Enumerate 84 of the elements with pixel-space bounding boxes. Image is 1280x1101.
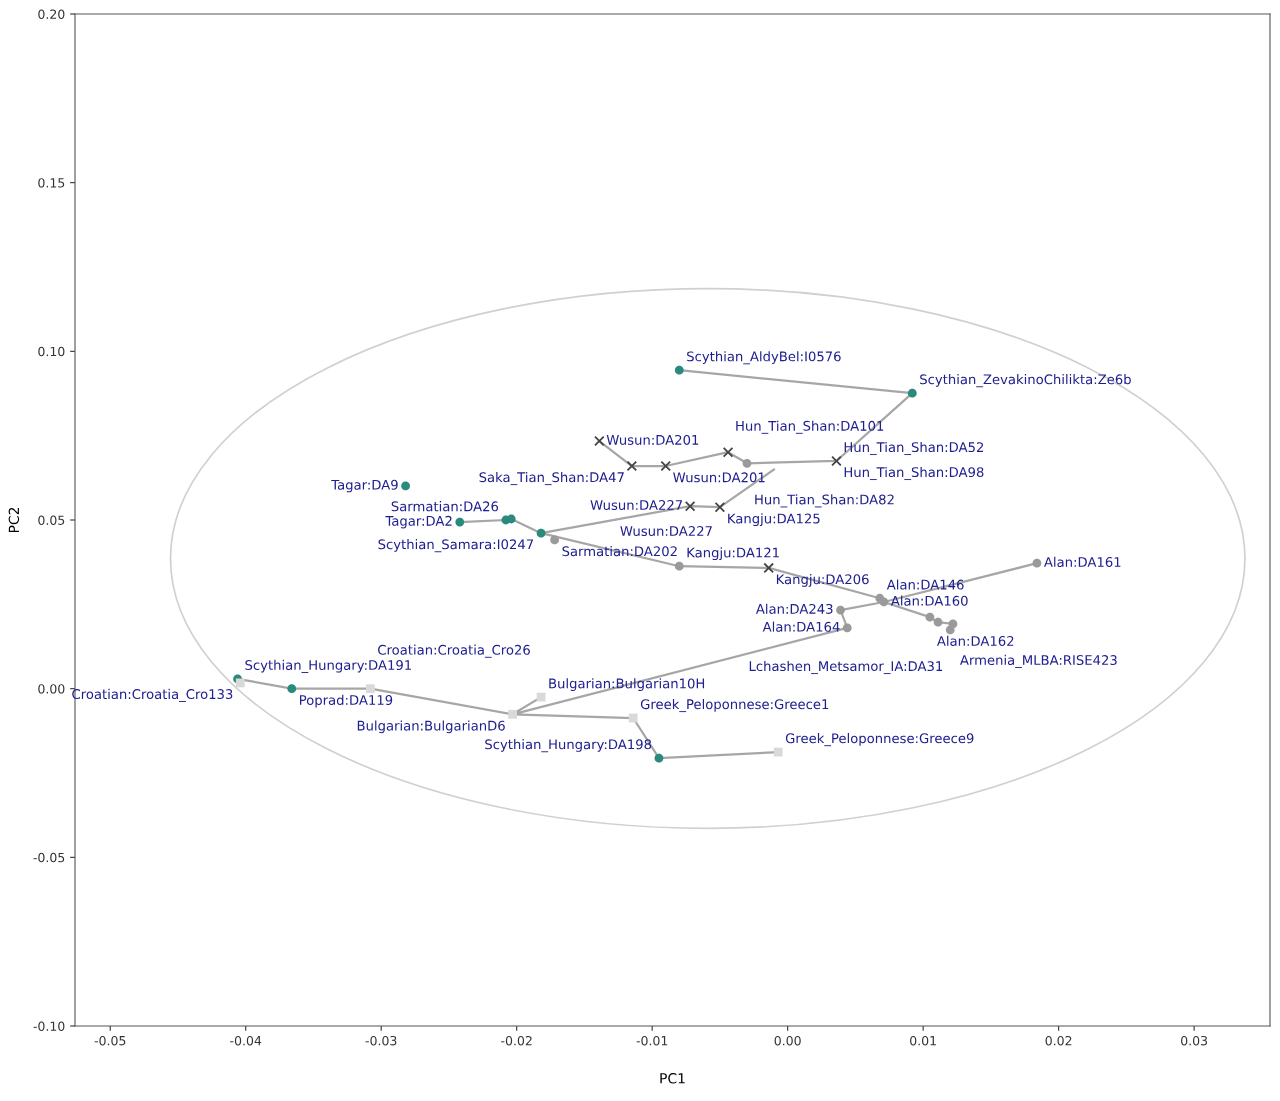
annotation: Scythian_AldyBel:I0576 <box>687 351 841 365</box>
point <box>742 458 752 468</box>
x-tick-label: -0.03 <box>365 1035 397 1046</box>
y-tick-label: 0.10 <box>38 346 65 357</box>
point <box>879 597 889 607</box>
annotation: Alan:DA146 <box>886 579 964 590</box>
point <box>925 612 935 622</box>
annotation: Kangju:DA121 <box>687 547 779 561</box>
point <box>365 684 375 694</box>
point <box>907 388 917 398</box>
annotation: Alan:DA164 <box>762 621 840 632</box>
point <box>594 435 605 447</box>
point <box>674 561 684 571</box>
annotation: Alan:DA160 <box>890 595 968 606</box>
annotation: Tagar:DA2 <box>385 515 452 529</box>
point <box>235 678 245 688</box>
annotation: Tagar:DA9 <box>331 479 398 493</box>
point <box>674 365 684 375</box>
annotation: Greek_Peloponnese:Greece1 <box>640 698 829 713</box>
annotation: Croatian:Croatia_Cro133 <box>72 688 233 702</box>
annotation: Saka_Tian_Shan:DA47 <box>479 471 624 486</box>
x-tick-label: -0.02 <box>501 1035 532 1046</box>
annotation: Wusun:DA227 <box>590 500 683 510</box>
x-tick-label: -0.04 <box>230 1035 262 1046</box>
x-tick-label: 0.02 <box>1045 1035 1072 1046</box>
annotation: Hun_Tian_Shan:DA101 <box>736 420 884 434</box>
annotation: Armenia_MLBA:RISE423 <box>960 654 1117 668</box>
point <box>508 709 518 719</box>
annotation: Sarmatian:DA202 <box>562 546 677 557</box>
x-tick-label: 0.03 <box>1181 1035 1208 1046</box>
point <box>842 623 852 633</box>
annotation: Croatian:Croatia_Cro26 <box>378 644 530 658</box>
point <box>455 517 465 527</box>
annotation: Bulgarian:Bulgarian10H <box>549 678 705 691</box>
point <box>401 481 410 491</box>
annotation: Kangju:DA125 <box>728 513 820 527</box>
point <box>763 562 774 574</box>
point <box>714 501 726 513</box>
y-axis-title: PC2 <box>8 507 20 533</box>
point <box>836 605 845 615</box>
y-tick-label: 0.00 <box>38 684 65 694</box>
point <box>945 625 955 635</box>
point <box>536 528 546 538</box>
annotation: Alan:DA162 <box>936 635 1014 646</box>
y-tick-label: 0.05 <box>38 515 65 525</box>
annotation: Hun_Tian_Shan:DA52 <box>844 441 984 456</box>
point <box>831 455 842 467</box>
annotation: Scythian_Hungary:DA198 <box>485 739 652 753</box>
annotation: Poprad:DA119 <box>300 694 393 708</box>
annotation: Scythian_Hungary:DA191 <box>245 659 411 673</box>
x-tick-label: -0.05 <box>94 1035 126 1046</box>
annotation: Greek_Peloponnese:Greece9 <box>785 733 974 747</box>
point <box>287 684 297 694</box>
annotation: Sarmatian:DA26 <box>391 501 499 512</box>
point <box>1032 558 1042 568</box>
annotation: Scythian_ZevakinoChilikta:Ze6b <box>920 374 1131 388</box>
point <box>933 617 943 627</box>
y-tick-label: 0.15 <box>38 178 65 188</box>
point <box>722 446 734 458</box>
point <box>773 747 783 757</box>
y-tick-label: 0.20 <box>38 9 65 19</box>
point <box>550 535 560 545</box>
annotation: Scythian_Samara:I0247 <box>378 539 533 553</box>
x-tick-label: 0.00 <box>774 1035 801 1046</box>
point <box>684 500 696 512</box>
point <box>660 460 672 472</box>
y-tick-label: -0.10 <box>33 1021 65 1031</box>
point <box>626 460 638 472</box>
annotation: Kangju:DA206 <box>776 574 869 587</box>
annotation: Hun_Tian_Shan:DA98 <box>844 466 984 481</box>
y-tick-label: -0.05 <box>33 852 65 863</box>
annotation: Wusun:DA227 <box>620 526 712 537</box>
annotation: Alan:DA243 <box>755 603 833 614</box>
annotation: Hun_Tian_Shan:DA82 <box>755 494 894 508</box>
annotation: Alan:DA161 <box>1044 556 1121 568</box>
annotation: Bulgarian:BulgarianD6 <box>357 720 505 734</box>
annotation: Wusun:DA201 <box>673 472 765 483</box>
point <box>654 753 664 763</box>
x-tick-label: 0.01 <box>910 1035 936 1046</box>
x-axis-title: PC1 <box>660 1073 685 1084</box>
x-tick-label: -0.01 <box>636 1035 668 1046</box>
point <box>628 713 638 723</box>
annotation: Wusun:DA201 <box>606 434 699 445</box>
annotation: Lchashen_Metsamor_IA:DA31 <box>749 660 943 675</box>
